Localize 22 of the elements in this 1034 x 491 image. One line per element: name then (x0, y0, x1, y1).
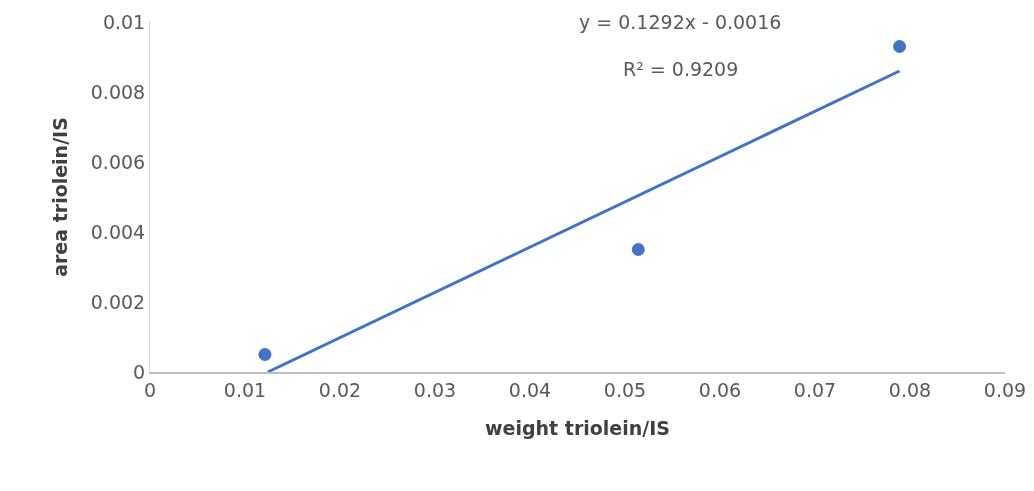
x-tick-label: 0.01 (223, 378, 267, 401)
annotation: y = 0.1292x - 0.0016 (579, 11, 782, 33)
x-tick-label: 0.04 (508, 378, 552, 401)
x-tick-label: 0.06 (698, 378, 742, 401)
point (631, 243, 645, 256)
x-axis-title: weight triolein/IS (485, 416, 670, 439)
y-tick-label: 0.006 (90, 150, 146, 173)
x-tick-label: 0.03 (413, 378, 457, 401)
x-tick-label: 0.09 (983, 378, 1027, 401)
x-tick-label: 0.02 (318, 378, 362, 401)
x-tick-label: 0.08 (888, 378, 932, 401)
y-tick-label: 0 (133, 360, 146, 383)
annotation: R² = 0.9209 (623, 58, 739, 80)
point (893, 40, 907, 53)
point (258, 348, 272, 361)
x-tick-label: 0.07 (793, 378, 837, 401)
y-tick-label: 0.004 (90, 220, 146, 243)
y-tick-label: 0.008 (90, 80, 146, 103)
x-tick-label: 0.05 (603, 378, 647, 401)
y-tick-label: 0.002 (90, 290, 146, 313)
y-axis-title: area triolein/IS (48, 117, 71, 277)
y-tick-label: 0.01 (102, 10, 146, 33)
